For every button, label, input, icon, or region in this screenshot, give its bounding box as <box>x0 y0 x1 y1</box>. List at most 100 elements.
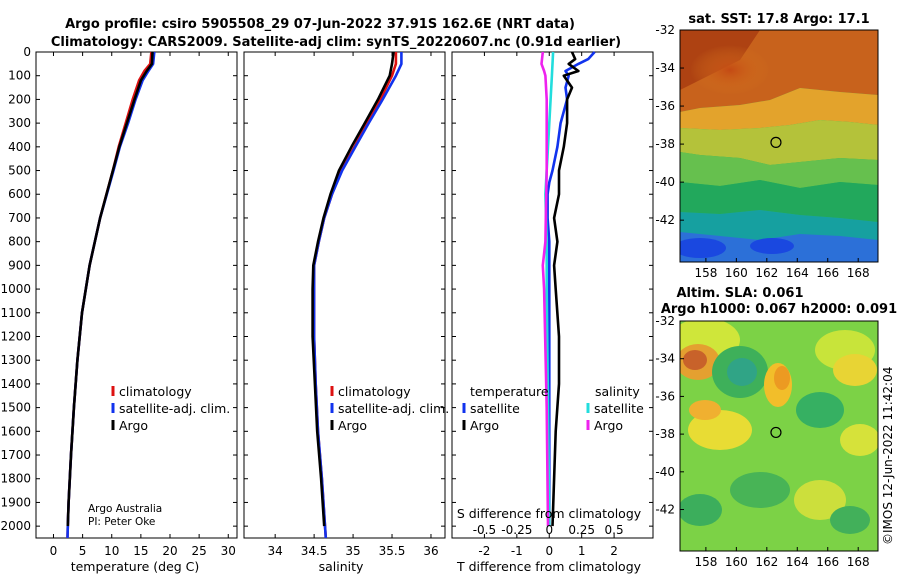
x-tick-label: 30 <box>221 544 236 558</box>
sla-map-frame <box>679 320 879 552</box>
lat-tick-label: -42 <box>655 213 675 227</box>
depth-tick-label: 600 <box>8 187 31 201</box>
depth-tick-label: 1300 <box>0 353 31 367</box>
depth-axis-ticks: 0 100 200 300 400 500 600 700 800 900 1000 1100 1200… <box>0 45 653 533</box>
legend-label-argo: Argo <box>119 418 148 433</box>
lon-tick-label: 168 <box>847 266 870 280</box>
lon-tick-label: 164 <box>786 266 809 280</box>
x-tick-label: 35 <box>345 544 360 558</box>
lat-tick-label: -38 <box>655 427 675 441</box>
sst-map-ticks: 158 160 162 164 166 168 -32 -34 -36 -38 -40 -42 <box>655 23 869 280</box>
lon-tick-label: 168 <box>847 555 870 569</box>
lat-tick-label: -38 <box>655 137 675 151</box>
legend-label-satellite: satellite-adj. clim. <box>338 401 449 416</box>
sla-argo-location-marker <box>770 426 782 439</box>
x-tick-label: 34.5 <box>301 544 328 558</box>
x-tick-label: 5 <box>79 544 87 558</box>
sst-map-frame <box>679 29 879 263</box>
lat-tick-label: -40 <box>655 465 675 479</box>
lon-tick-label: 158 <box>694 555 717 569</box>
series-line-climatology <box>312 52 398 539</box>
x-tick-label: 34 <box>268 544 283 558</box>
x-tick-label: -1 <box>511 544 523 558</box>
depth-tick-label: 1200 <box>0 329 31 343</box>
lon-tick-label: 166 <box>816 555 839 569</box>
difference-legend: temperature satellite Argo salinity sate… <box>462 384 644 433</box>
s-difference-xlabel: S difference from climatology <box>457 506 642 521</box>
sst-argo-location-marker <box>770 136 782 148</box>
lon-tick-label: 164 <box>786 555 809 569</box>
depth-tick-label: 1800 <box>0 472 31 486</box>
depth-tick-label: 1100 <box>0 306 31 320</box>
lat-tick-label: -42 <box>655 503 675 517</box>
legend-label-s-argo: Argo <box>594 418 623 433</box>
depth-tick-label: 0 <box>23 45 31 59</box>
lat-tick-label: -36 <box>655 99 675 113</box>
depth-tick-label: 2000 <box>0 519 31 533</box>
series-line-argo <box>311 51 395 527</box>
depth-tick-label: 200 <box>8 92 31 106</box>
x-tick-label: 10 <box>104 544 119 558</box>
depth-tick-label: 300 <box>8 116 31 130</box>
difference-plot: -2 -1 0 1 2 -0.5 -0.25 0 0.25 0.5 <box>473 51 624 558</box>
lat-tick-label: -34 <box>655 352 675 366</box>
series-line-t-satellite <box>546 51 596 527</box>
temperature-plot: 0 5 10 15 20 25 30 <box>50 51 236 558</box>
salinity-panel-frame <box>243 51 446 539</box>
series-line-argo <box>66 51 154 527</box>
x2-tick-label: 0.25 <box>568 523 595 537</box>
x-tick-label: 35.5 <box>379 544 406 558</box>
lon-tick-label: 162 <box>755 555 778 569</box>
x-tick-label: 36 <box>423 544 438 558</box>
legend-title-salinity: salinity <box>595 384 640 399</box>
depth-tick-label: 400 <box>8 140 31 154</box>
x-tick-label: 25 <box>191 544 206 558</box>
figure-title-line1: Argo profile: csiro 5905508_29 07-Jun-20… <box>65 17 575 32</box>
sst-heatmap <box>680 30 878 262</box>
lat-tick-label: -32 <box>655 314 675 328</box>
lon-tick-label: 166 <box>816 266 839 280</box>
depth-tick-label: 800 <box>8 235 31 249</box>
figure-title-line2: Climatology: CARS2009. Satellite-adj cli… <box>51 35 621 50</box>
depth-tick-label: 1700 <box>0 448 31 462</box>
sla-map-title-line1: Altim. SLA: 0.061 <box>677 286 804 301</box>
legend-label-climatology: climatology <box>119 384 192 399</box>
credit-line1: Argo Australia <box>88 503 162 515</box>
lat-tick-label: -40 <box>655 175 675 189</box>
imos-timestamp: ©IMOS 12-Jun-2022 11:42:04 <box>881 367 895 545</box>
series-line-s-argo <box>540 51 550 527</box>
salinity-plot: 34 34.5 35 35.5 36 <box>268 51 439 558</box>
legend-label-climatology: climatology <box>338 384 411 399</box>
legend-label-satellite: satellite-adj. clim. <box>119 401 230 416</box>
depth-tick-label: 700 <box>8 211 31 225</box>
lat-tick-label: -34 <box>655 61 675 75</box>
lon-tick-label: 160 <box>725 555 748 569</box>
temperature-legend: climatology satellite-adj. clim. Argo <box>111 384 230 433</box>
lat-tick-label: -36 <box>655 389 675 403</box>
lon-tick-label: 158 <box>694 266 717 280</box>
sla-map-ticks: 158 160 162 164 166 168 -32 -34 -36 -38 -40 -42 <box>655 314 869 569</box>
depth-tick-label: 1500 <box>0 401 31 415</box>
x-tick-label: 1 <box>578 544 586 558</box>
x-tick-label: 15 <box>133 544 148 558</box>
x-tick-label: 2 <box>610 544 618 558</box>
series-line-climatology <box>66 51 153 539</box>
legend-label-s-satellite: satellite <box>594 401 644 416</box>
x2-tick-label: 0 <box>545 523 553 537</box>
sla-map-title-line2: Argo h1000: 0.067 h2000: 0.091 <box>661 302 897 317</box>
t-difference-xlabel: T difference from climatology <box>456 559 642 574</box>
depth-tick-label: 1000 <box>0 282 31 296</box>
legend-label-t-argo: Argo <box>470 418 499 433</box>
temperature-xlabel: temperature (deg C) <box>71 559 200 574</box>
x-tick-label: 20 <box>162 544 177 558</box>
series-line-t-argo <box>551 51 580 527</box>
lat-tick-label: -32 <box>655 23 675 37</box>
x-tick-label: 0 <box>50 544 58 558</box>
salinity-xlabel: salinity <box>319 559 364 574</box>
legend-label-t-satellite: satellite <box>470 401 520 416</box>
temperature-panel-frame <box>35 51 238 539</box>
difference-panel-frame <box>451 51 654 539</box>
salinity-legend: climatology satellite-adj. clim. Argo <box>330 384 449 433</box>
lon-tick-label: 160 <box>725 266 748 280</box>
